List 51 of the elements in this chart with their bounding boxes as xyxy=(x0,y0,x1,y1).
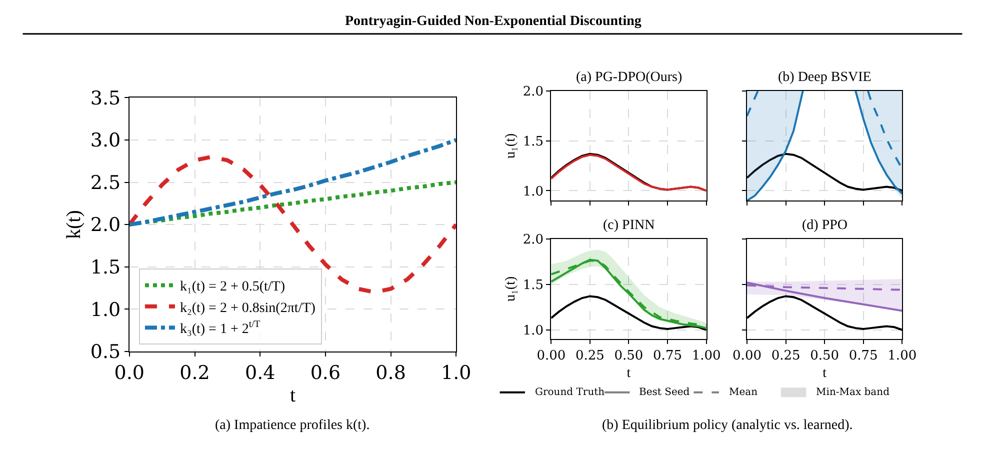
y-tick-label: 2.5 xyxy=(90,172,121,194)
legend-label: Ground Truth xyxy=(535,387,606,398)
y-tick-label: 3.5 xyxy=(90,87,121,110)
text: (a) Impatience profiles k(t). xyxy=(215,418,370,433)
x-tick-label: 0.00 xyxy=(536,348,566,364)
y-axis-title: u₁(t) xyxy=(503,276,518,302)
legend-label: Best Seed xyxy=(639,387,690,398)
y-tick-label: 2.0 xyxy=(522,84,544,100)
y-tick-label: 1.5 xyxy=(522,278,544,293)
y-tick-label: 1.5 xyxy=(522,134,544,150)
x-tick-label: 0.0 xyxy=(114,362,145,384)
x-tick-label: 0.50 xyxy=(810,348,840,364)
y-tick-label: 2.0 xyxy=(522,232,544,248)
x-tick-label: 0.4 xyxy=(244,362,276,384)
y-tick-label: 2.0 xyxy=(90,214,121,236)
x-tick-label: 0.6 xyxy=(310,362,341,384)
chart-title: (b) Deep BSVIE xyxy=(778,70,872,85)
legend-label: k₃(t) = 1 + 2$^{t/T}$ xyxy=(180,319,260,338)
y-axis-title: k(t) xyxy=(62,210,85,239)
text: Pontryagin-Guided Non-Exponential Discounting xyxy=(345,14,642,29)
x-axis-title: t xyxy=(626,366,631,381)
y-tick-label: 1.0 xyxy=(90,298,121,321)
y-tick-label: 1.0 xyxy=(522,184,544,200)
y-tick-label: 0.5 xyxy=(90,341,121,364)
x-tick-label: 0.25 xyxy=(771,348,800,364)
y-tick-label: 3.0 xyxy=(90,130,121,152)
x-tick-label: 0.75 xyxy=(653,348,682,364)
x-axis-title: t xyxy=(822,366,827,381)
x-tick-label: 0.25 xyxy=(575,348,604,364)
x-tick-label: 1.00 xyxy=(692,348,721,364)
x-tick-label: 0.50 xyxy=(614,348,644,364)
x-axis-title: t xyxy=(290,384,296,407)
y-tick-label: 1.5 xyxy=(90,256,121,278)
legend-label: Min-Max band xyxy=(816,387,890,398)
legend-label: k₁(t) = 2 + 0.5(t/T) xyxy=(180,280,286,295)
x-tick-label: 1.0 xyxy=(441,362,472,384)
x-tick-label: 0.00 xyxy=(732,348,762,364)
chart-title: (c) PINN xyxy=(603,218,655,233)
line-series xyxy=(129,138,456,227)
text: (b) Equilibrium policy (analytic vs. learned). xyxy=(602,418,853,433)
chart-title: (d) PPO xyxy=(802,218,848,233)
y-tick-label: 1.0 xyxy=(522,323,544,338)
legend-label: k₂(t) = 2 + 0.8sin(2πt/T) xyxy=(180,300,316,316)
line-series xyxy=(129,154,456,294)
x-tick-label: 0.75 xyxy=(848,348,878,364)
x-tick-label: 0.8 xyxy=(376,362,406,384)
legend-label: Mean xyxy=(729,387,758,398)
chart-title: (a) PG-DPO(Ours) xyxy=(576,70,682,85)
x-tick-label: 1.00 xyxy=(888,348,917,364)
x-tick-label: 0.2 xyxy=(180,362,210,384)
y-axis-title: u₁(t) xyxy=(503,133,518,158)
